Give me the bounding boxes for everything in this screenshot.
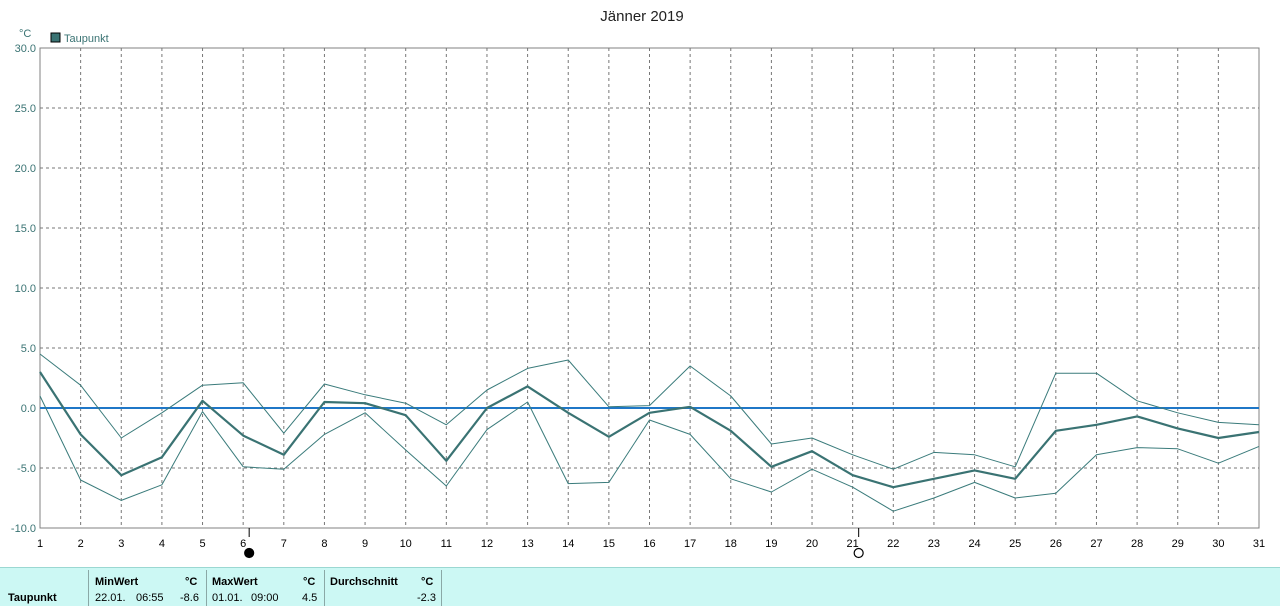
y-tick-label: 25.0 xyxy=(15,103,36,115)
avg-value: -2.3 xyxy=(417,592,436,604)
avg-header: Durchschnitt xyxy=(330,576,398,588)
series-line-max xyxy=(39,353,1260,470)
x-tick-label: 31 xyxy=(1253,538,1265,550)
min-unit: °C xyxy=(185,576,198,588)
x-tick-label: 1 xyxy=(37,538,43,550)
x-tick-label: 14 xyxy=(562,538,574,550)
stats-row-label: Taupunkt xyxy=(8,592,57,604)
y-tick-label: 0.0 xyxy=(21,403,36,415)
y-tick-label: 30.0 xyxy=(15,43,36,55)
x-tick-label: 10 xyxy=(400,538,412,550)
x-tick-label: 4 xyxy=(159,538,165,550)
stats-bar: Taupunkt MinWert °C 22.01. 06:55 -8.6 Ma… xyxy=(0,567,1280,606)
min-date: 22.01. xyxy=(95,592,126,604)
x-tick-label: 9 xyxy=(362,538,368,550)
x-tick-label: 8 xyxy=(321,538,327,550)
x-tick-label: 30 xyxy=(1212,538,1224,550)
y-tick-label: 10.0 xyxy=(15,283,36,295)
stats-separator xyxy=(324,570,325,606)
x-tick-label: 7 xyxy=(281,538,287,550)
x-tick-label: 12 xyxy=(481,538,493,550)
x-tick-label: 27 xyxy=(1090,538,1102,550)
y-tick-label: 20.0 xyxy=(15,163,36,175)
avg-unit: °C xyxy=(421,576,434,588)
y-tick-labels: 30.0 25.0 20.0 15.0 10.0 5.0 0.0 -5.0 -10.0 xyxy=(11,43,36,535)
max-time: 09:00 xyxy=(251,592,279,604)
max-unit: °C xyxy=(303,576,316,588)
legend-swatch xyxy=(50,32,61,43)
x-tick-label: 29 xyxy=(1172,538,1184,550)
max-value: 4.5 xyxy=(302,592,318,604)
x-tick-labels: 1 2 3 4 5 6 7 8 9 10 11 12 13 14 15 16 17 18 19 20 21 22 23 24 2… xyxy=(37,538,1265,550)
x-tick-label: 26 xyxy=(1050,538,1062,550)
min-header: MinWert xyxy=(95,576,139,588)
x-tick-label: 22 xyxy=(887,538,899,550)
y-tick-label: 5.0 xyxy=(21,343,36,355)
min-value: -8.6 xyxy=(180,592,199,604)
x-tick-label: 19 xyxy=(765,538,777,550)
x-tick-label: 28 xyxy=(1131,538,1143,550)
chart-title: Jänner 2019 xyxy=(600,8,683,25)
chart: Jänner 2019 °C Taupunkt 30.025.020.015.0… xyxy=(11,8,1265,559)
x-tick-label: 21 xyxy=(847,538,859,550)
series-line-min xyxy=(39,395,1260,512)
y-tick-label: 15.0 xyxy=(15,223,36,235)
new-moon-icon xyxy=(853,547,864,559)
legend: Taupunkt xyxy=(50,32,109,45)
full-moon-icon xyxy=(244,547,255,559)
stats-separator xyxy=(88,570,89,606)
series-line-avg xyxy=(39,371,1260,489)
max-date: 01.01. xyxy=(212,592,243,604)
x-tick-label: 20 xyxy=(806,538,818,550)
moon-phases xyxy=(244,528,864,559)
stats-separator xyxy=(441,570,442,606)
x-tick-label: 2 xyxy=(78,538,84,550)
x-tick-label: 13 xyxy=(521,538,533,550)
x-tick-label: 16 xyxy=(643,538,655,550)
min-time: 06:55 xyxy=(136,592,164,604)
stats-separator xyxy=(206,570,207,606)
max-header: MaxWert xyxy=(212,576,258,588)
series-group xyxy=(39,353,1260,512)
x-tick-label: 24 xyxy=(968,538,980,550)
y-unit-label: °C xyxy=(19,28,31,40)
x-tick-label: 18 xyxy=(725,538,737,550)
y-tick-label: -10.0 xyxy=(11,523,36,535)
x-tick-label: 6 xyxy=(240,538,246,550)
x-tick-label: 11 xyxy=(441,538,452,550)
x-tick-label: 3 xyxy=(118,538,124,550)
x-tick-label: 5 xyxy=(199,538,205,550)
x-tick-label: 23 xyxy=(928,538,940,550)
x-tick-label: 25 xyxy=(1009,538,1021,550)
legend-label: Taupunkt xyxy=(64,33,109,45)
x-tick-label: 17 xyxy=(684,538,696,550)
x-tick-label: 15 xyxy=(603,538,615,550)
y-tick-label: -5.0 xyxy=(17,463,36,475)
grid xyxy=(40,48,1259,528)
